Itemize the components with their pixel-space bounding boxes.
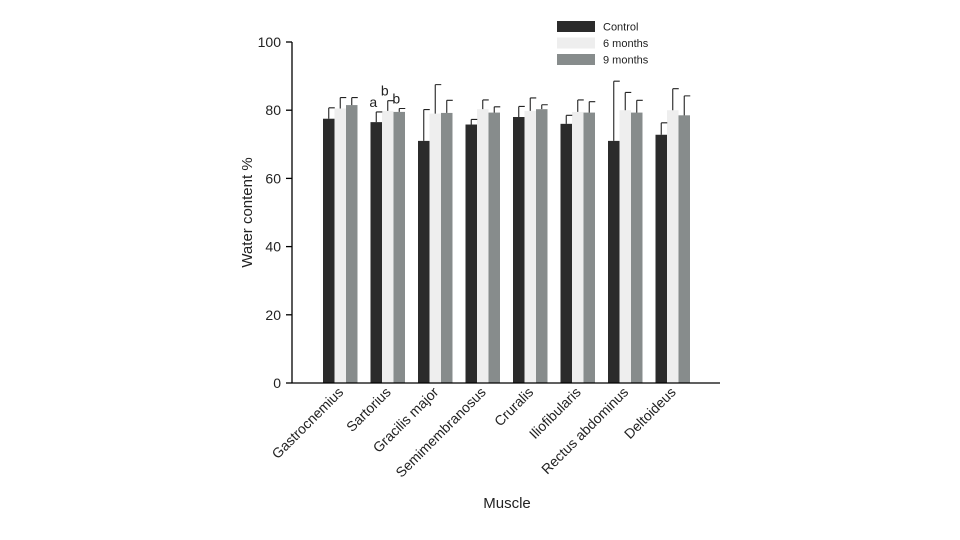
bar-rectus-abdominus-9-months: [631, 112, 643, 383]
bar-semimembranosus-control: [465, 124, 477, 383]
bar-sartorius-control: [370, 122, 382, 383]
bar-sartorius-6-months: [382, 110, 394, 383]
error-bar-gastrocnemius-9-months: [351, 97, 358, 106]
bar-cruralis-6-months: [524, 110, 536, 383]
bar-iliofibularis-9-months: [583, 112, 595, 383]
bar-gastrocnemius-9-months: [346, 105, 358, 384]
error-bar-cruralis-6-months: [529, 97, 537, 111]
bar-gastrocnemius-6-months: [334, 108, 346, 384]
error-bar-semimembranosus-6-months: [482, 99, 489, 110]
bar-deltoideus-control: [655, 134, 667, 383]
x-tick-label: Deltoideus: [621, 384, 679, 442]
y-axis-ticks: 0 20 40 60 80 100: [258, 34, 292, 391]
error-bar-rectus-abdominus-control: [613, 80, 620, 141]
bar-iliofibularis-6-months: [572, 111, 584, 383]
y-tick-label: 40: [265, 239, 281, 255]
error-bar-sartorius-9-months: [398, 107, 406, 112]
error-bar-gastrocnemius-control: [328, 107, 335, 119]
y-tick-label: 100: [258, 34, 282, 50]
error-bar-cruralis-control: [518, 105, 525, 118]
legend-swatch-9-months: [557, 54, 595, 65]
significance-annotations: ab b: [369, 83, 400, 110]
bar-gastrocnemius-control: [323, 118, 335, 383]
error-bar-gracilis-major-9-months: [446, 99, 453, 113]
error-bar-deltoideus-9-months: [683, 95, 691, 116]
legend: Control 6 months 9 months: [557, 21, 649, 67]
bar-rectus-abdominus-control: [608, 140, 620, 383]
bar-gracilis-major-control: [418, 140, 430, 383]
error-bar-semimembranosus-9-months: [493, 106, 501, 113]
error-bar-cruralis-9-months: [541, 104, 548, 110]
error-bar-rectus-abdominus-9-months: [636, 99, 643, 113]
bar-rectus-abdominus-6-months: [619, 110, 631, 383]
y-tick-label: 60: [265, 170, 281, 186]
bar-cruralis-9-months: [536, 109, 548, 383]
legend-label-9-months: 9 months: [603, 55, 649, 67]
significance-label: a: [369, 94, 377, 110]
x-tick-label: Rectus abdominus: [538, 384, 631, 477]
bar-semimembranosus-9-months: [488, 112, 500, 383]
y-tick-label: 20: [265, 307, 281, 323]
error-bar-iliofibularis-control: [565, 114, 573, 124]
x-axis-title: Muscle: [483, 495, 531, 512]
error-bars: [328, 80, 691, 141]
legend-swatch-6-months: [557, 37, 595, 49]
bar-gracilis-major-9-months: [441, 112, 453, 383]
x-tick-label: Semimembranosus: [392, 384, 489, 481]
bar-sartorius-9-months: [393, 111, 405, 383]
legend-label-control: Control: [603, 22, 638, 34]
bar-semimembranosus-6-months: [477, 109, 489, 383]
y-tick-label: 0: [273, 375, 281, 391]
error-bar-iliofibularis-6-months: [577, 99, 584, 112]
x-tick-label: Cruralis: [491, 384, 536, 429]
bar-iliofibularis-control: [560, 123, 572, 383]
error-bar-gracilis-major-control: [423, 108, 430, 141]
error-bar-gastrocnemius-6-months: [339, 97, 347, 109]
error-bar-iliofibularis-9-months: [588, 101, 596, 113]
bar-deltoideus-6-months: [667, 110, 679, 383]
error-bar-deltoideus-control: [660, 122, 668, 135]
error-bar-semimembranosus-control: [470, 118, 478, 125]
error-bar-deltoideus-6-months: [672, 88, 679, 111]
legend-swatch-control: [557, 21, 595, 32]
bar-gracilis-major-6-months: [429, 113, 441, 384]
error-bar-rectus-abdominus-6-months: [624, 91, 632, 111]
bar-deltoideus-9-months: [678, 115, 690, 383]
error-bar-sartorius-control: [375, 111, 383, 123]
y-tick-label: 80: [265, 102, 281, 118]
significance-label: b: [381, 83, 389, 99]
legend-label-6-months: 6 months: [603, 38, 649, 50]
bar-cruralis-control: [513, 117, 525, 384]
x-tick-label: Gastrocnemius: [268, 384, 346, 462]
error-bar-sartorius-6-months: [387, 100, 394, 111]
significance-label: b: [392, 90, 400, 106]
bars: [323, 105, 690, 384]
y-axis-title: Water content %: [239, 157, 256, 267]
error-bar-gracilis-major-6-months: [434, 84, 442, 114]
